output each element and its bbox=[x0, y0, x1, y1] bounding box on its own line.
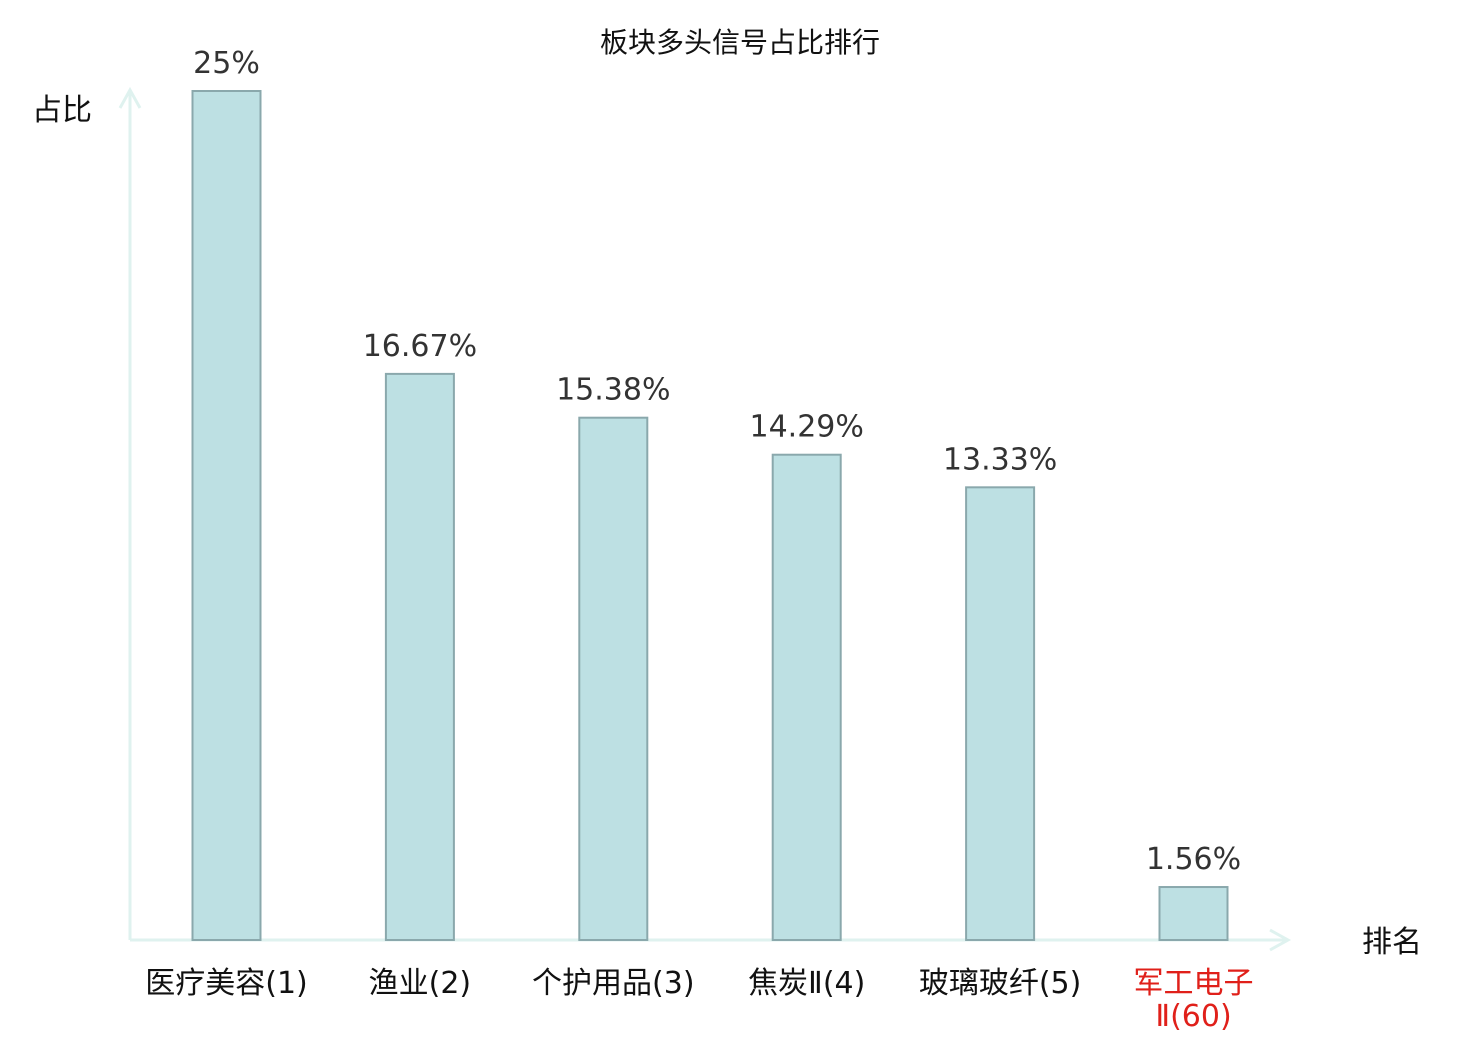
bar bbox=[771, 453, 842, 941]
category-label: 渔业(2) bbox=[369, 966, 472, 1001]
y-axis-label: 占比 bbox=[32, 93, 92, 128]
bar bbox=[191, 90, 262, 941]
category-label: 医疗美容(1) bbox=[145, 966, 308, 1001]
x-axis-arrow-icon bbox=[1269, 928, 1292, 952]
category-label: 军工电子 bbox=[1134, 966, 1254, 1001]
bar-value-label: 14.29% bbox=[750, 410, 864, 445]
bar-value-label: 15.38% bbox=[556, 373, 670, 408]
chart-axes bbox=[118, 86, 1292, 952]
category-label: 个护用品(3) bbox=[532, 966, 695, 1001]
bar-value-label: 1.56% bbox=[1146, 842, 1241, 877]
category-label-group: 医疗美容(1) 渔业(2) 个护用品(3) 焦炭Ⅱ(4) 玻璃玻纤(5) 军工电子Ⅱ(60… bbox=[145, 966, 1253, 1034]
bar bbox=[965, 486, 1036, 941]
bar-value-label: 13.33% bbox=[943, 442, 1057, 477]
bar bbox=[384, 372, 455, 942]
chart-title: 板块多头信号占比排行 bbox=[600, 26, 880, 59]
y-axis-arrow-icon bbox=[118, 86, 142, 109]
category-label: 玻璃玻纤(5) bbox=[919, 966, 1082, 1001]
bar bbox=[578, 416, 649, 941]
value-label-group: 25% 16.67% 15.38% 14.29% 13.33% 1.56% bbox=[193, 46, 1241, 877]
x-axis-label: 排名 bbox=[1362, 925, 1422, 960]
bar-group bbox=[191, 90, 1229, 942]
bar-value-label: 16.67% bbox=[363, 329, 477, 364]
category-label: Ⅱ(60) bbox=[1155, 999, 1231, 1034]
category-label: 焦炭Ⅱ(4) bbox=[748, 966, 865, 1001]
bar bbox=[1158, 886, 1229, 941]
bar-value-label: 25% bbox=[193, 46, 260, 81]
